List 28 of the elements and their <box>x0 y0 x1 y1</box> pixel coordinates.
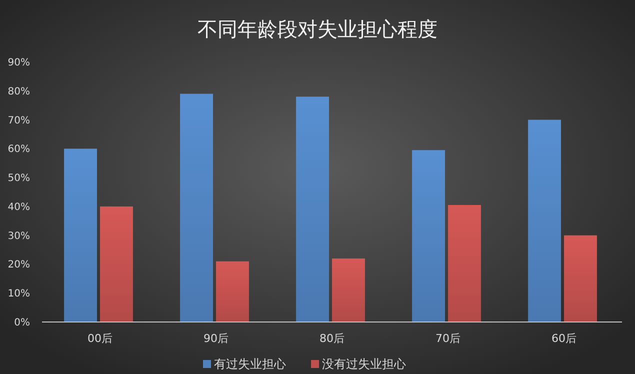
bar <box>448 205 481 322</box>
bar <box>412 150 445 322</box>
bar <box>564 235 597 322</box>
bar <box>216 261 249 322</box>
bar <box>332 258 365 322</box>
y-tick-label: 20% <box>8 260 30 271</box>
y-tick-label: 10% <box>8 288 30 300</box>
chart-title: 不同年龄段对失业担心程度 <box>198 17 438 41</box>
bar <box>180 94 213 322</box>
bar <box>296 96 329 322</box>
x-tick-label: 90后 <box>204 332 228 345</box>
x-tick-label: 00后 <box>88 332 112 345</box>
y-tick-label: 90% <box>8 58 30 68</box>
bar <box>528 120 561 322</box>
bar <box>64 148 97 322</box>
x-tick-label: 70后 <box>436 332 460 345</box>
x-tick-label: 60后 <box>552 332 576 345</box>
legend-label: 有过失业担心 <box>214 357 286 371</box>
bar <box>100 206 133 322</box>
y-tick-label: 80% <box>8 86 30 98</box>
y-tick-label: 0% <box>14 318 30 328</box>
x-tick-label: 80后 <box>320 332 344 345</box>
y-tick-label: 40% <box>8 202 30 213</box>
y-tick-label: 60% <box>8 144 30 156</box>
y-tick-label: 50% <box>8 173 30 184</box>
y-tick-label: 30% <box>8 230 30 242</box>
y-tick-label: 70% <box>8 115 30 126</box>
legend-label: 没有过失业担心 <box>322 357 406 371</box>
